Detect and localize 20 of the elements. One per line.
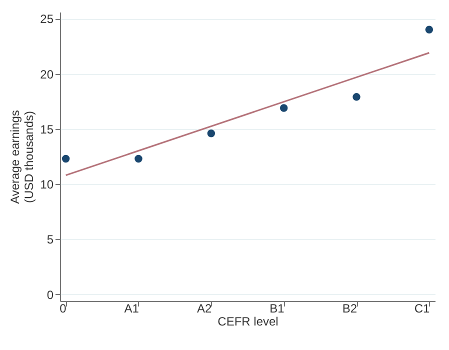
y-tick-label: 25 (40, 12, 54, 26)
y-tick-label: 0 (46, 288, 54, 302)
x-axis-title: CEFR level (218, 314, 278, 328)
point (62, 154, 70, 163)
x-tick-label: B1 (270, 302, 285, 316)
y-axis-title: Average earnings (USD thousands) (8, 110, 36, 204)
x-tick-label: A2 (196, 302, 212, 316)
x-tick-label: A1 (124, 302, 140, 316)
point (207, 129, 216, 138)
point (425, 26, 434, 34)
y-tick-label: 20 (40, 67, 54, 82)
y-tick-label: 15 (40, 122, 54, 136)
x-tick-label: C1 (414, 302, 430, 316)
x-tick-label: B2 (342, 302, 358, 316)
point (134, 154, 142, 163)
y-tick-label: 10 (40, 178, 54, 192)
x-tick-label: 0 (60, 302, 67, 316)
point (352, 93, 360, 101)
point (280, 104, 288, 112)
y-tick-label: 5 (46, 232, 54, 247)
